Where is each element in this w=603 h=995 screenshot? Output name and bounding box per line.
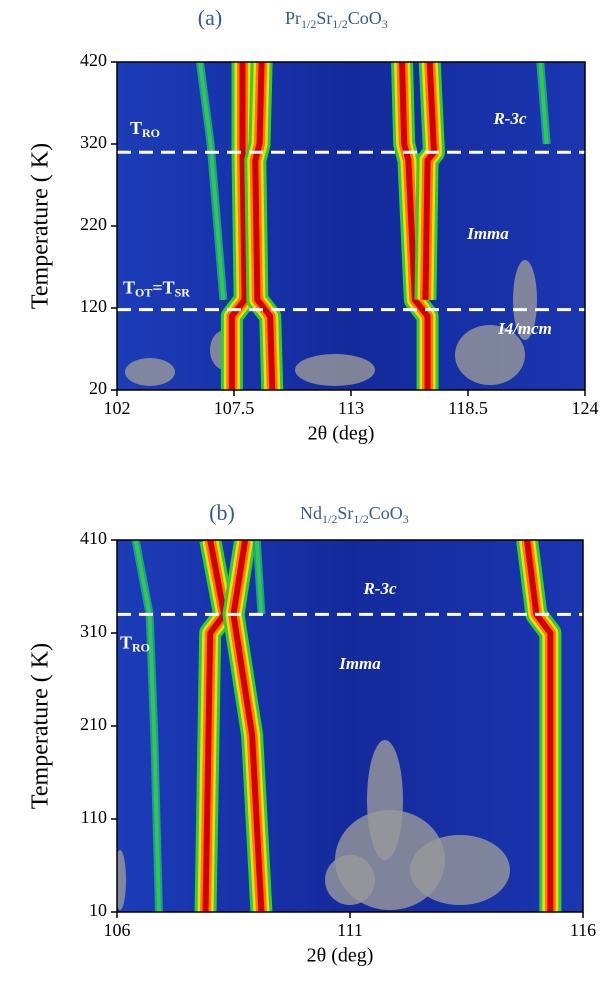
x-tick-label: 113 [338, 398, 364, 418]
y-tick-label: 120 [80, 296, 107, 316]
label-part: OT [135, 285, 152, 299]
x-axis-label: 2θ (deg) [307, 945, 374, 967]
formula-part: 3 [382, 17, 388, 31]
peak-track [228, 62, 248, 390]
compound-formula: Nd1/2Sr1/2CoO3 [300, 503, 409, 526]
peak-track [202, 540, 228, 912]
label-part: RO [142, 126, 160, 140]
noise-patch [295, 354, 375, 386]
x-tick-label: 116 [570, 920, 596, 940]
panel-label: (b) [209, 500, 235, 525]
x-tick-label: 107.5 [214, 398, 255, 418]
peak-track [538, 62, 549, 145]
y-tick-label: 10 [89, 900, 107, 920]
y-tick-label: 110 [81, 807, 107, 827]
panel-label: (a) [198, 5, 222, 30]
label-part: T [123, 278, 135, 298]
heatmap [117, 62, 585, 390]
peak-track [399, 62, 431, 390]
label-part: T [130, 118, 142, 138]
y-tick-label: 310 [80, 621, 107, 641]
formula-part: 1/2 [322, 512, 337, 526]
y-tick-label: 210 [80, 714, 107, 734]
x-tick-label: 124 [572, 398, 599, 418]
formula-part: Pr [285, 8, 301, 28]
x-tick-label: 102 [104, 398, 131, 418]
noise-patch [367, 740, 403, 860]
peak-track [133, 540, 161, 912]
peak-track [197, 62, 226, 300]
phase-label: I4/mcm [497, 319, 552, 338]
compound-formula: Pr1/2Sr1/2CoO3 [285, 8, 388, 31]
formula-part: Sr [316, 8, 332, 28]
y-tick-label: 220 [80, 214, 107, 234]
label-part: SR [175, 285, 191, 299]
label-part: RO [132, 640, 150, 654]
heatmap [117, 540, 583, 912]
x-tick-label: 118.5 [448, 398, 488, 418]
transition-label: TRO [120, 633, 150, 655]
formula-part: Nd [300, 503, 322, 523]
formula-part: CoO [369, 503, 403, 523]
phase-label: R-3c [492, 109, 527, 128]
peak-track [524, 540, 554, 912]
phase-label: Imma [466, 224, 509, 243]
transition-label: TRO [130, 118, 160, 140]
label-part: =T [152, 278, 174, 298]
panel: (a) Pr1/2Sr1/2CoO3TROTOT=TSRR-3cImmaI4/mc… [28, 5, 599, 445]
label-part: T [120, 633, 132, 653]
formula-part: 1/2 [353, 512, 368, 526]
y-tick-label: 420 [80, 50, 107, 70]
noise-patch [513, 260, 537, 340]
peak-track [252, 62, 276, 390]
x-tick-label: 111 [337, 920, 363, 940]
y-axis-label: Temperature ( K) [28, 143, 54, 309]
formula-part: CoO [348, 8, 382, 28]
x-axis-label: 2θ (deg) [308, 423, 375, 445]
y-tick-label: 20 [89, 378, 107, 398]
phase-label: Imma [338, 654, 381, 673]
y-axis-label: Temperature ( K) [28, 643, 54, 809]
noise-patch [117, 850, 126, 910]
x-tick-label: 106 [104, 920, 131, 940]
peak-track [254, 540, 264, 615]
peak-track [230, 540, 265, 912]
y-tick-label: 410 [80, 528, 107, 548]
peak-track [422, 62, 437, 300]
noise-patch [325, 855, 375, 905]
transition-label: TOT=TSR [123, 278, 190, 300]
noise-patch [125, 358, 175, 386]
formula-part: 3 [403, 512, 409, 526]
formula-part: 1/2 [301, 17, 316, 31]
formula-part: Sr [337, 503, 353, 523]
noise-patch [410, 835, 510, 905]
y-tick-label: 320 [80, 132, 107, 152]
formula-part: 1/2 [332, 17, 347, 31]
phase-label: R-3c [362, 579, 397, 598]
noise-patch [455, 325, 525, 385]
